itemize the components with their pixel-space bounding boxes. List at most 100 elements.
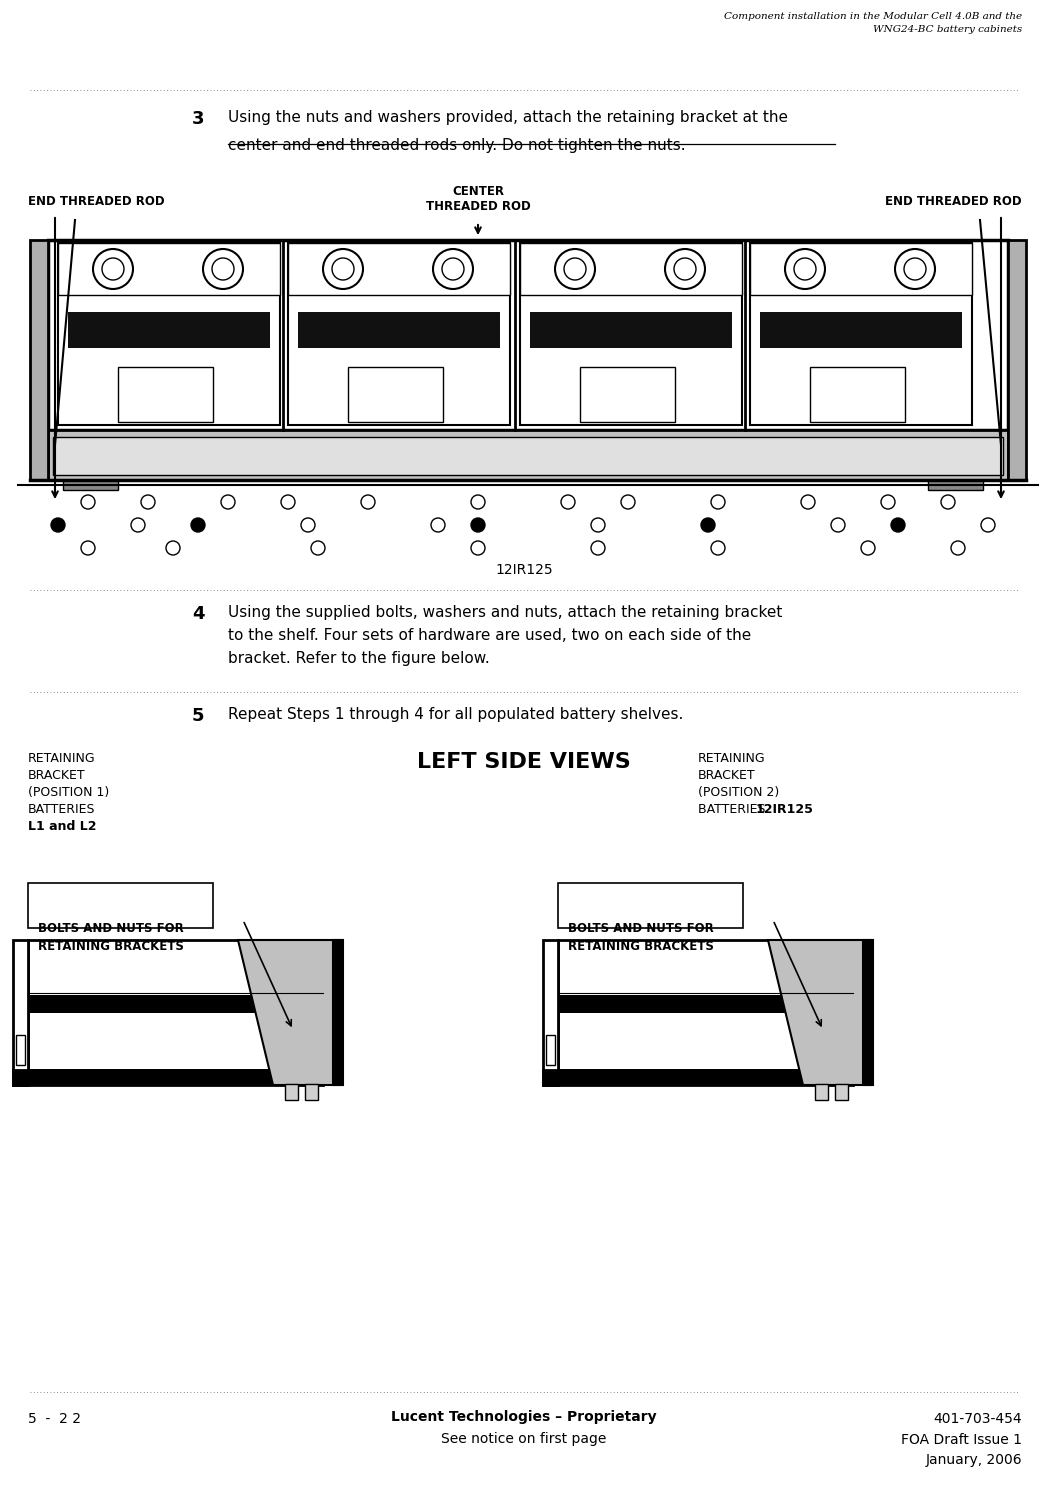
- Circle shape: [323, 249, 363, 290]
- Circle shape: [433, 249, 473, 290]
- Bar: [48, 430, 1008, 480]
- Bar: [28, 940, 323, 1070]
- Text: RETAINING: RETAINING: [28, 752, 95, 765]
- Circle shape: [81, 495, 95, 508]
- Circle shape: [591, 542, 605, 555]
- Text: See notice on first page: See notice on first page: [441, 1432, 607, 1446]
- Circle shape: [674, 258, 696, 280]
- Text: 5  -  2 2: 5 - 2 2: [28, 1412, 81, 1426]
- Bar: [810, 368, 905, 422]
- Circle shape: [981, 518, 995, 532]
- Circle shape: [191, 518, 205, 532]
- Circle shape: [904, 258, 926, 280]
- Circle shape: [951, 542, 965, 555]
- Circle shape: [93, 249, 133, 290]
- Circle shape: [701, 518, 715, 532]
- Bar: [348, 368, 443, 422]
- Bar: [68, 312, 270, 348]
- Circle shape: [51, 518, 65, 532]
- Circle shape: [895, 249, 935, 290]
- Text: Using the nuts and washers provided, attach the retaining bracket at the: Using the nuts and washers provided, att…: [228, 110, 788, 125]
- Text: END THREADED ROD: END THREADED ROD: [28, 195, 165, 208]
- Text: (POSITION 2): (POSITION 2): [698, 786, 780, 800]
- Text: Using the supplied bolts, washers and nuts, attach the retaining bracket
to the : Using the supplied bolts, washers and nu…: [228, 604, 783, 666]
- Circle shape: [471, 495, 485, 508]
- Bar: [58, 243, 280, 296]
- Text: 401-703-454
FOA Draft Issue 1
January, 2006: 401-703-454 FOA Draft Issue 1 January, 2…: [901, 1412, 1022, 1467]
- Bar: [520, 243, 742, 296]
- Bar: [927, 480, 983, 490]
- Bar: [58, 243, 280, 424]
- Bar: [750, 243, 971, 296]
- Text: BATTERIES: BATTERIES: [698, 802, 769, 816]
- Circle shape: [785, 249, 825, 290]
- Bar: [48, 240, 1008, 430]
- Bar: [558, 884, 743, 928]
- Bar: [53, 436, 1003, 476]
- Text: END THREADED ROD: END THREADED ROD: [886, 195, 1022, 208]
- Circle shape: [166, 542, 180, 555]
- Text: BRACKET: BRACKET: [698, 770, 756, 782]
- Text: BATTERIES: BATTERIES: [28, 802, 95, 816]
- Bar: [288, 243, 510, 424]
- Circle shape: [301, 518, 315, 532]
- Circle shape: [131, 518, 145, 532]
- Circle shape: [212, 258, 234, 280]
- Bar: [305, 1084, 318, 1100]
- Bar: [835, 1084, 848, 1100]
- Bar: [285, 1084, 298, 1100]
- Bar: [863, 940, 873, 1084]
- Bar: [28, 994, 323, 1012]
- Circle shape: [81, 542, 95, 555]
- Circle shape: [861, 542, 875, 555]
- Bar: [546, 1035, 555, 1065]
- Circle shape: [102, 258, 124, 280]
- Bar: [30, 240, 48, 480]
- Text: Lucent Technologies – Proprietary: Lucent Technologies – Proprietary: [391, 1410, 657, 1424]
- Circle shape: [555, 249, 595, 290]
- Text: Repeat Steps 1 through 4 for all populated battery shelves.: Repeat Steps 1 through 4 for all populat…: [228, 706, 683, 722]
- Circle shape: [801, 495, 815, 508]
- Bar: [16, 1035, 25, 1065]
- Text: center and end threaded rods only. Do not tighten the nuts.: center and end threaded rods only. Do no…: [228, 138, 685, 153]
- Bar: [760, 312, 962, 348]
- Circle shape: [711, 495, 725, 508]
- Bar: [558, 994, 853, 1012]
- Circle shape: [711, 542, 725, 555]
- Circle shape: [794, 258, 816, 280]
- Bar: [288, 243, 510, 296]
- Bar: [13, 940, 28, 1084]
- Bar: [543, 1070, 853, 1084]
- Bar: [298, 312, 500, 348]
- Polygon shape: [238, 940, 341, 1084]
- Text: 12IR125: 12IR125: [496, 562, 552, 578]
- Bar: [520, 243, 742, 424]
- Circle shape: [831, 518, 845, 532]
- Text: (POSITION 1): (POSITION 1): [28, 786, 109, 800]
- Circle shape: [471, 518, 485, 532]
- Bar: [530, 312, 732, 348]
- Circle shape: [561, 495, 575, 508]
- Circle shape: [203, 249, 243, 290]
- Circle shape: [361, 495, 375, 508]
- Bar: [333, 940, 343, 1084]
- Text: CENTER
THREADED ROD: CENTER THREADED ROD: [425, 184, 530, 213]
- Circle shape: [442, 258, 464, 280]
- Bar: [558, 940, 853, 1070]
- Circle shape: [891, 518, 905, 532]
- Bar: [543, 940, 558, 1084]
- Circle shape: [431, 518, 445, 532]
- Text: L1 and L2: L1 and L2: [28, 821, 96, 833]
- Circle shape: [471, 542, 485, 555]
- Text: 5: 5: [192, 706, 204, 724]
- Text: BOLTS AND NUTS FOR
RETAINING BRACKETS: BOLTS AND NUTS FOR RETAINING BRACKETS: [38, 922, 183, 952]
- Circle shape: [332, 258, 354, 280]
- Circle shape: [221, 495, 235, 508]
- Circle shape: [941, 495, 955, 508]
- Bar: [28, 884, 213, 928]
- Circle shape: [665, 249, 705, 290]
- Bar: [580, 368, 675, 422]
- Circle shape: [621, 495, 635, 508]
- Text: RETAINING: RETAINING: [698, 752, 766, 765]
- Text: Component installation in the Modular Cell 4.0B and the
WNG24-BC battery cabinet: Component installation in the Modular Ce…: [724, 12, 1022, 33]
